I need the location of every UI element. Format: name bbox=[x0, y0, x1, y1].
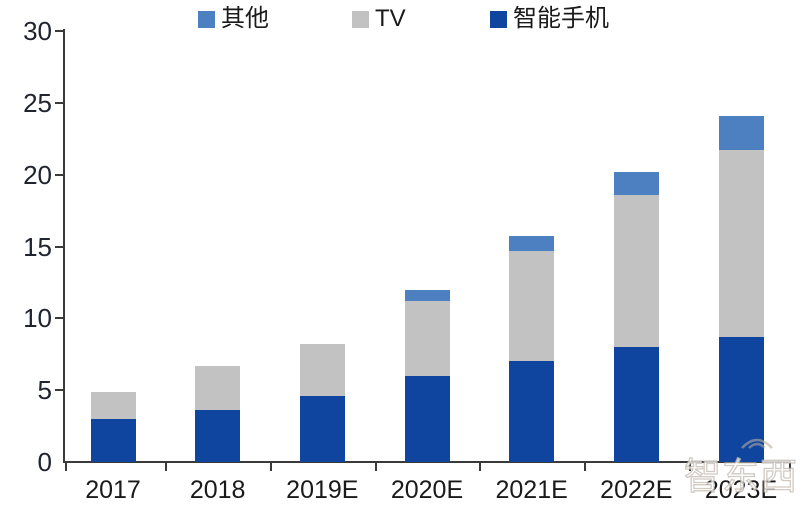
bar-segment-other-2022E bbox=[613, 171, 659, 195]
bar-segment-other-2021E bbox=[509, 236, 555, 251]
bar-segment-tv-2022E bbox=[613, 194, 659, 348]
bar-segment-smartphone-2017 bbox=[90, 418, 136, 462]
x-axis-line bbox=[63, 461, 791, 463]
bar-segment-tv-2021E bbox=[509, 250, 555, 362]
y-tick-label-5: 5 bbox=[37, 375, 52, 406]
bar-segment-other-2023E bbox=[718, 115, 764, 151]
bar-segment-smartphone-2023E bbox=[718, 337, 764, 462]
y-tick-label-10: 10 bbox=[23, 303, 52, 334]
bar-segment-smartphone-2021E bbox=[509, 361, 555, 462]
legend-item-smartphone: 智能手机 bbox=[490, 5, 609, 32]
x-tick-label-2022E: 2022E bbox=[600, 476, 673, 504]
x-tick-label-2023E: 2023E bbox=[704, 476, 778, 504]
bar-segment-other-2020E bbox=[404, 289, 450, 302]
y-axis-tick bbox=[55, 30, 65, 32]
x-axis-tick bbox=[65, 462, 67, 471]
x-axis-tick bbox=[688, 462, 691, 471]
y-tick-label-25: 25 bbox=[23, 87, 52, 118]
legend-label-other: 其他 bbox=[221, 5, 269, 32]
x-axis-tick bbox=[165, 462, 168, 471]
x-tick-label-2018: 2018 bbox=[189, 476, 246, 504]
x-tick-label-2017: 2017 bbox=[85, 476, 141, 504]
y-axis-tick bbox=[55, 101, 65, 104]
legend-swatch-smartphone-icon bbox=[490, 10, 507, 28]
bar-segment-smartphone-2019E bbox=[299, 395, 345, 462]
bar-segment-tv-2019E bbox=[299, 344, 345, 396]
legend-label-tv: TV bbox=[375, 5, 406, 32]
bar-segment-tv-2018 bbox=[195, 365, 241, 411]
bar-segment-smartphone-2020E bbox=[404, 375, 450, 462]
bar-segment-tv-2020E bbox=[404, 301, 450, 376]
y-axis-tick bbox=[55, 317, 65, 320]
bar-segment-tv-2023E bbox=[718, 150, 764, 337]
legend-item-tv: TV bbox=[352, 5, 406, 32]
y-axis-tick bbox=[55, 245, 65, 248]
y-axis-tick bbox=[55, 389, 65, 392]
x-tick-label-2020E: 2020E bbox=[390, 476, 464, 504]
x-axis-tick bbox=[479, 462, 482, 471]
x-tick-label-2021E: 2021E bbox=[495, 476, 568, 504]
y-tick-label-30: 30 bbox=[23, 16, 52, 46]
x-axis-tick bbox=[584, 462, 586, 471]
y-tick-label-15: 15 bbox=[23, 231, 52, 262]
legend-label-smartphone: 智能手机 bbox=[513, 5, 609, 32]
legend-swatch-other-icon bbox=[198, 10, 215, 28]
x-tick-label-2019E: 2019E bbox=[286, 476, 359, 504]
legend-item-other: 其他 bbox=[198, 5, 269, 32]
y-axis-tick bbox=[55, 173, 65, 176]
y-tick-label-20: 20 bbox=[23, 159, 52, 190]
x-axis-tick bbox=[789, 462, 791, 471]
x-axis-tick bbox=[270, 462, 272, 471]
bar-segment-smartphone-2018 bbox=[195, 410, 241, 462]
bar-segment-smartphone-2022E bbox=[613, 347, 659, 462]
y-tick-label-0: 0 bbox=[37, 447, 52, 477]
bar-segment-tv-2017 bbox=[90, 391, 136, 419]
legend-swatch-tv-icon bbox=[352, 10, 369, 28]
x-axis-tick bbox=[374, 462, 377, 471]
